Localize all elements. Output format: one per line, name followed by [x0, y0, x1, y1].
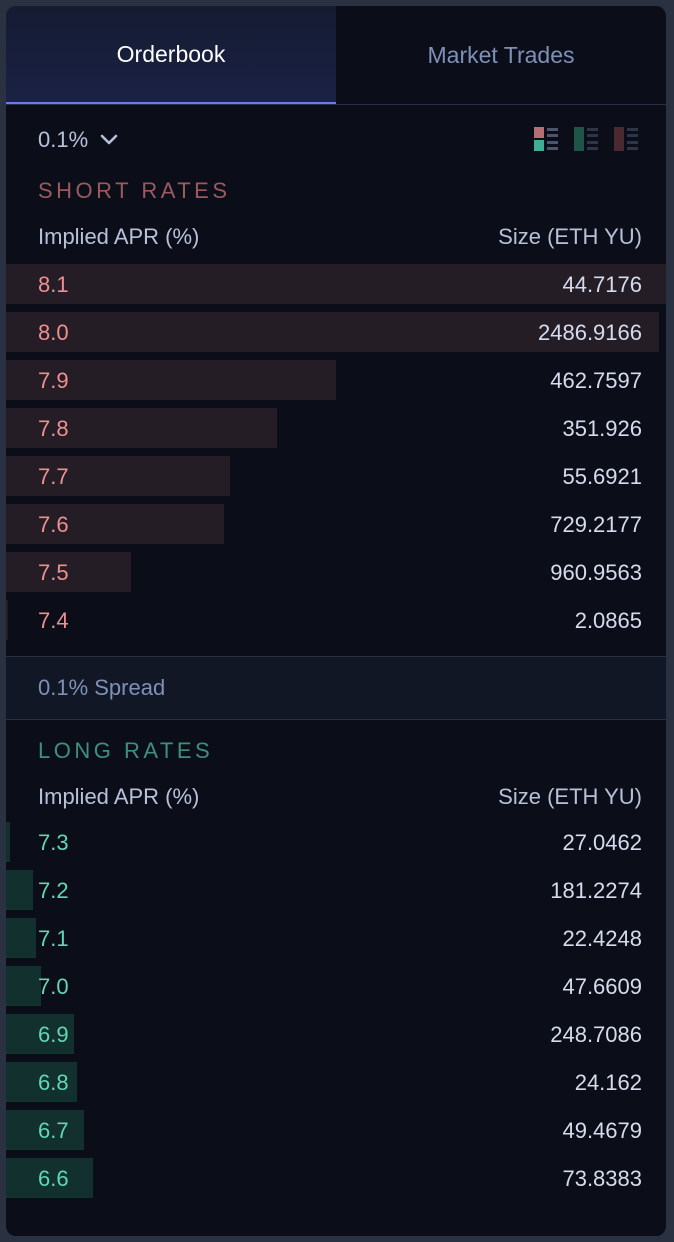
long-depth-bar: [6, 1158, 94, 1198]
short-rate: 7.8: [38, 416, 69, 441]
short-size: 2.0865: [574, 608, 642, 633]
long-col-rate: Implied APR (%): [38, 784, 200, 809]
tab-orderbook[interactable]: Orderbook: [6, 6, 336, 104]
long-order-row[interactable]: 6.7 49.4679: [6, 1110, 666, 1158]
short-order-row[interactable]: 7.5 960.9563: [6, 552, 666, 600]
long-order-row[interactable]: 6.8 24.162: [6, 1062, 666, 1110]
long-depth-bar: [6, 918, 37, 958]
short-rates-title: SHORT RATES: [38, 178, 231, 203]
spread-label: 0.1% Spread: [38, 675, 166, 700]
short-size: 44.7176: [562, 272, 642, 297]
orderbook-panel: Orderbook Market Trades 0.1%: [6, 6, 666, 1236]
short-size: 462.7597: [550, 368, 642, 393]
short-depth-bar: [6, 552, 132, 592]
long-rate: 6.8: [38, 1070, 69, 1095]
short-col-rate: Implied APR (%): [38, 224, 200, 249]
long-orders-list: 7.3 27.0462 7.2 181.2274 7.1 22.4248 7.0 47.660…: [6, 822, 666, 1206]
long-rate: 6.9: [38, 1022, 69, 1047]
short-rate: 8.1: [38, 272, 69, 297]
short-size: 55.6921: [562, 464, 642, 489]
tab-bar: Orderbook Market Trades: [6, 6, 666, 105]
short-rate: 7.6: [38, 512, 69, 537]
short-order-row[interactable]: 7.9 462.7597: [6, 360, 666, 408]
view-toggle-group: [534, 127, 638, 151]
buy-only-view-icon[interactable]: [574, 127, 598, 151]
chevron-down-icon: [100, 134, 118, 145]
long-size: 248.7086: [550, 1022, 642, 1047]
long-size: 22.4248: [562, 926, 642, 951]
short-size: 2486.9166: [538, 320, 642, 345]
short-depth-bar: [6, 504, 224, 544]
short-rate: 7.9: [38, 368, 69, 393]
short-col-size: Size (ETH YU): [498, 224, 642, 249]
long-rate: 6.7: [38, 1118, 69, 1143]
short-rate: 7.7: [38, 464, 69, 489]
long-order-row[interactable]: 7.2 181.2274: [6, 870, 666, 918]
both-view-icon[interactable]: [534, 127, 558, 151]
spread-bar: 0.1% Spread: [6, 656, 666, 720]
long-rate: 7.3: [38, 830, 69, 855]
long-rate: 7.2: [38, 878, 69, 903]
short-rate: 7.5: [38, 560, 69, 585]
short-order-row[interactable]: 7.7 55.6921: [6, 456, 666, 504]
short-depth-bar: [6, 600, 8, 640]
long-rate: 7.0: [38, 974, 69, 999]
long-size: 73.8383: [562, 1166, 642, 1191]
short-order-row[interactable]: 7.8 351.926: [6, 408, 666, 456]
short-orders-list: 8.1 44.7176 8.0 2486.9166 7.9 462.7597 7.8 351.…: [6, 264, 666, 648]
controls-bar: 0.1%: [6, 105, 666, 177]
long-depth-bar: [6, 1062, 78, 1102]
tab-market-trades[interactable]: Market Trades: [427, 41, 575, 68]
long-depth-bar: [6, 1014, 74, 1054]
long-order-row[interactable]: 6.9 248.7086: [6, 1014, 666, 1062]
short-order-row[interactable]: 8.1 44.7176: [6, 264, 666, 312]
long-order-row[interactable]: 7.0 47.6609: [6, 966, 666, 1014]
short-depth-bar: [6, 408, 277, 448]
long-size: 24.162: [574, 1070, 642, 1095]
long-rate: 7.1: [38, 926, 69, 951]
short-order-row[interactable]: 8.0 2486.9166: [6, 312, 666, 360]
short-order-row[interactable]: 7.6 729.2177: [6, 504, 666, 552]
short-depth-bar: [6, 264, 666, 304]
long-size: 49.4679: [562, 1118, 642, 1143]
long-rate: 6.6: [38, 1166, 69, 1191]
long-order-row[interactable]: 7.1 22.4248: [6, 918, 666, 966]
short-size: 351.926: [562, 416, 642, 441]
long-depth-bar: [6, 822, 10, 862]
long-depth-bar: [6, 966, 41, 1006]
long-depth-bar: [6, 870, 34, 910]
long-depth-bar: [6, 1110, 84, 1150]
long-column-headers: Implied APR (%) Size (ETH YU): [38, 784, 642, 810]
long-size: 47.6609: [562, 974, 642, 999]
short-size: 960.9563: [550, 560, 642, 585]
short-rate: 8.0: [38, 320, 69, 345]
long-col-size: Size (ETH YU): [498, 784, 642, 809]
sell-only-view-icon[interactable]: [614, 127, 638, 151]
long-order-row[interactable]: 7.3 27.0462: [6, 822, 666, 870]
short-depth-bar: [6, 456, 231, 496]
short-column-headers: Implied APR (%) Size (ETH YU): [38, 224, 642, 250]
short-size: 729.2177: [550, 512, 642, 537]
long-rates-title: LONG RATES: [38, 738, 214, 763]
short-rate: 7.4: [38, 608, 69, 633]
long-size: 27.0462: [562, 830, 642, 855]
long-order-row[interactable]: 6.6 73.8383: [6, 1158, 666, 1206]
long-size: 181.2274: [550, 878, 642, 903]
precision-dropdown[interactable]: 0.1%: [38, 127, 118, 153]
short-depth-bar: [6, 312, 660, 352]
short-depth-bar: [6, 360, 336, 400]
short-order-row[interactable]: 7.4 2.0865: [6, 600, 666, 648]
precision-value: 0.1%: [38, 127, 89, 152]
